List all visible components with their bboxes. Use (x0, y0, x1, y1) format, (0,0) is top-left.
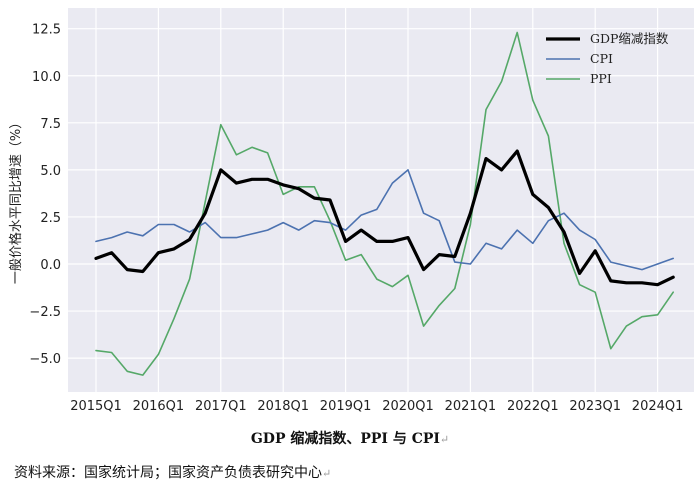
legend: GDP缩减指数 CPI PPI (546, 31, 669, 86)
y-tick-label: 12.5 (32, 23, 61, 38)
x-tick-label: 2022Q1 (507, 399, 559, 414)
chart-caption: GDP 缩减指数、PPI 与 CPI↵ (0, 428, 700, 448)
y-tick-label: 5.0 (40, 164, 61, 179)
x-tick-label: 2019Q1 (320, 399, 372, 414)
series-lines (94, 31, 675, 376)
y-tick-label: 2.5 (40, 211, 61, 226)
x-tick-label: 2023Q1 (569, 399, 621, 414)
grid-lines (68, 8, 694, 392)
x-tick-label: 2016Q1 (133, 399, 185, 414)
x-tick-label: 2015Q1 (70, 399, 122, 414)
x-tick-label: 2017Q1 (195, 399, 247, 414)
x-tick-label: 2021Q1 (445, 399, 497, 414)
y-tick-label: 10.0 (32, 70, 61, 85)
plot-area (68, 8, 694, 392)
price-index-chart: −5.0 −2.5 0.0 2.5 5.0 7.5 10.0 12.5 2015Q1 2016Q… (8, 8, 694, 414)
x-tick-label: 2024Q1 (632, 399, 684, 414)
y-tick-label: −2.5 (29, 305, 61, 320)
y-axis-label: 一般价格水平同比增速（%） (8, 116, 24, 284)
x-tick-label: 2018Q1 (257, 399, 309, 414)
legend-label-gdp-deflator: GDP缩减指数 (590, 31, 669, 46)
x-tick-labels: 2015Q1 2016Q1 2017Q1 2018Q1 2019Q1 2020Q1 2021… (70, 399, 683, 414)
series-line-gdp-deflator (94, 149, 675, 287)
source-text: 资料来源：国家统计局；国家资产负债表研究中心 (14, 465, 322, 481)
return-mark-icon: ↵ (439, 433, 450, 446)
y-tick-labels: −5.0 −2.5 0.0 2.5 5.0 7.5 10.0 12.5 (29, 23, 61, 367)
return-mark-icon: ↵ (322, 467, 332, 480)
series-line-ppi (95, 31, 675, 376)
y-tick-label: −5.0 (29, 352, 61, 367)
series-line-cpi (95, 169, 675, 271)
y-tick-label: 0.0 (40, 258, 61, 273)
y-tick-label: 7.5 (40, 117, 61, 132)
source-note: 资料来源：国家统计局；国家资产负债表研究中心↵ (14, 462, 331, 482)
x-tick-label: 2020Q1 (382, 399, 434, 414)
caption-text: GDP 缩减指数、PPI 与 CPI (250, 431, 440, 447)
legend-label-cpi: CPI (590, 51, 613, 66)
legend-label-ppi: PPI (590, 71, 612, 86)
